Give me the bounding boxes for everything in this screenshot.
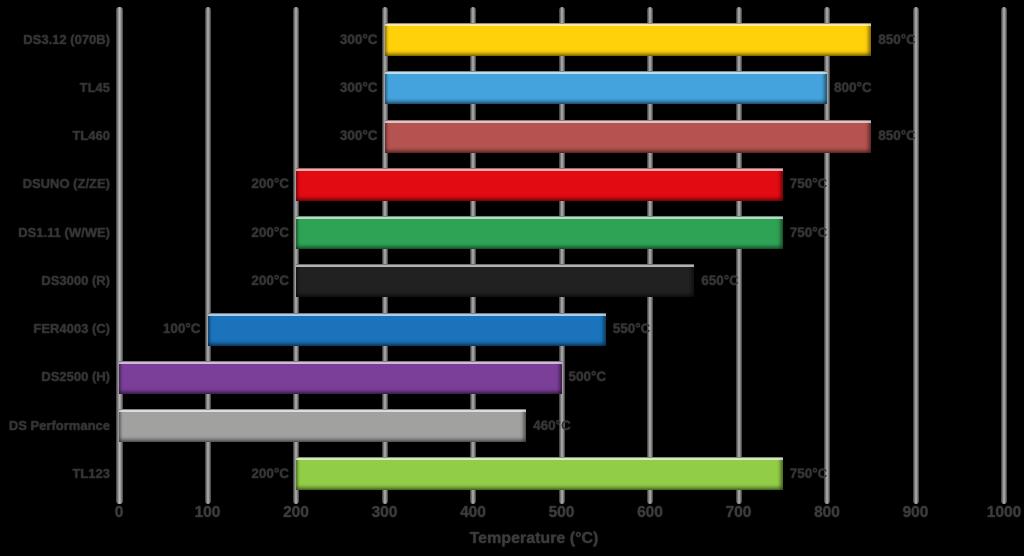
- x-axis-title: Temperature (°C): [469, 530, 599, 547]
- category-label: DSUNO (Z/ZE): [22, 176, 110, 192]
- category-label: DS3.12 (070B): [23, 31, 110, 47]
- gridline-100: [204, 7, 211, 504]
- category-label: TL460: [72, 128, 110, 144]
- x-tick-label-0: 0: [114, 504, 124, 521]
- bar-TL123: [296, 457, 783, 491]
- category-label: DS2500 (H): [41, 369, 110, 385]
- gridline-300: [381, 7, 388, 504]
- bar-start-value-label: 200°C: [251, 465, 289, 481]
- bar-start-value-label: 200°C: [251, 272, 289, 288]
- bar-end-value-label: 750°C: [789, 465, 828, 481]
- x-tick-label-900: 900: [902, 504, 929, 521]
- x-tick-label-1000: 1000: [986, 504, 1022, 521]
- x-tick-label-700: 700: [725, 504, 752, 521]
- category-label: DS1.11 (W/WE): [18, 224, 110, 240]
- category-label: DS3000 (R): [41, 272, 110, 288]
- bar-start-value-label: 300°C: [339, 79, 378, 95]
- bar-DS Performance: [119, 409, 527, 443]
- bar-start-value-label: 200°C: [251, 176, 289, 192]
- gridline-600: [647, 7, 653, 504]
- gridline-900: [912, 7, 919, 504]
- bar-end-value-label: 850°C: [878, 31, 916, 47]
- y-axis-line: [115, 7, 123, 504]
- bar-TL460: [384, 119, 872, 153]
- bar-start-value-label: 300°C: [339, 31, 378, 47]
- gridline-200: [293, 7, 299, 504]
- bar-end-value-label: 850°C: [878, 128, 916, 144]
- bar-end-value-label: 800°C: [834, 79, 872, 95]
- bar-FER4003 (C): [207, 312, 606, 346]
- bar-DS3.12 (070B): [384, 23, 872, 56]
- x-tick-label-400: 400: [460, 504, 486, 521]
- category-label: TL45: [79, 79, 110, 95]
- category-label: TL123: [72, 465, 110, 481]
- category-label: FER4003 (C): [33, 321, 110, 337]
- gridline-400: [470, 7, 476, 504]
- category-label: DS Performance: [8, 417, 110, 433]
- gridline-800: [824, 7, 830, 504]
- x-tick-label-600: 600: [637, 504, 663, 521]
- bar-start-value-label: 200°C: [251, 224, 289, 240]
- bar-end-value-label: 550°C: [612, 321, 651, 337]
- x-tick-label-500: 500: [548, 504, 575, 521]
- bar-end-value-label: 460°C: [533, 417, 571, 433]
- bar-end-value-label: 750°C: [789, 224, 828, 240]
- x-tick-label-100: 100: [194, 504, 221, 521]
- bar-TL45: [384, 71, 827, 105]
- x-tick-label-800: 800: [814, 504, 840, 521]
- bar-DS3000 (R): [296, 264, 695, 298]
- bar-DS1.11 (W/WE): [296, 216, 783, 250]
- gridline-500: [558, 7, 565, 504]
- gridline-1000: [1001, 7, 1007, 504]
- bar-end-value-label: 750°C: [789, 176, 828, 192]
- bar-end-value-label: 650°C: [701, 272, 739, 288]
- bar-end-value-label: 500°C: [568, 369, 607, 385]
- x-tick-label-300: 300: [371, 504, 398, 521]
- bar-start-value-label: 100°C: [162, 321, 201, 337]
- x-tick-label-200: 200: [283, 504, 309, 521]
- gridline-700: [735, 7, 742, 504]
- bar-start-value-label: 300°C: [339, 128, 378, 144]
- bar-DSUNO (Z/ZE): [296, 167, 783, 201]
- bar-DS2500 (H): [119, 360, 562, 394]
